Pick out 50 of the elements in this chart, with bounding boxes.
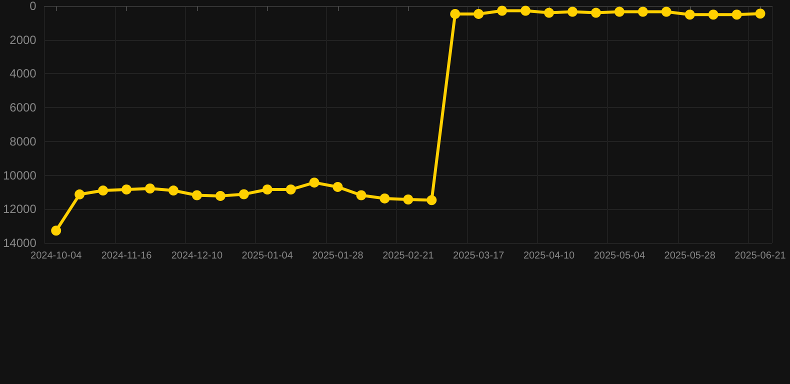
x-tick-label: 2025-01-28 — [312, 250, 364, 262]
y-tick-label: 4000 — [10, 66, 37, 81]
point — [332, 182, 343, 192]
point — [74, 189, 85, 200]
point — [356, 190, 366, 200]
point — [568, 6, 578, 17]
x-tick-label: 2025-03-17 — [453, 250, 505, 262]
x-tick-label: 2025-02-21 — [382, 250, 434, 262]
point — [262, 184, 272, 195]
point — [168, 186, 178, 196]
y-tick-label: 6000 — [10, 100, 37, 115]
point — [708, 10, 718, 20]
y-tick-label: 14000 — [2, 236, 37, 250]
x-tick-label: 2025-04-10 — [523, 250, 576, 262]
x-tick-label: 2025-05-04 — [594, 250, 646, 262]
point — [590, 8, 601, 18]
point — [98, 186, 108, 196]
point — [380, 193, 390, 204]
y-tick-label: 2000 — [10, 32, 37, 47]
x-tick-label: 2024-12-10 — [171, 250, 223, 262]
x-tick-label: 2024-10-04 — [30, 250, 82, 262]
point — [474, 8, 484, 19]
point — [732, 10, 742, 20]
point — [286, 184, 296, 195]
point — [614, 6, 624, 17]
x-tick-label: 2025-01-04 — [242, 250, 294, 262]
point — [426, 195, 437, 206]
point — [661, 6, 672, 17]
y-tick-label: 8000 — [10, 134, 37, 148]
y-tick-label: 0 — [30, 0, 37, 13]
point — [638, 6, 648, 17]
point — [192, 190, 202, 200]
point — [309, 178, 320, 188]
point — [544, 8, 554, 18]
point — [122, 184, 132, 195]
point — [497, 6, 508, 16]
point — [403, 194, 414, 204]
y-tick-label: 12000 — [2, 202, 37, 216]
point — [450, 8, 460, 19]
x-tick-label: 2024-11-16 — [101, 250, 152, 262]
y-tick-label: 10000 — [2, 168, 37, 182]
point — [145, 183, 155, 194]
point — [215, 190, 226, 201]
x-tick-label: 2025-06-21 — [734, 250, 786, 262]
point — [238, 189, 249, 200]
point — [684, 10, 695, 20]
point — [755, 8, 766, 19]
point — [520, 6, 531, 16]
point — [51, 226, 62, 236]
x-tick-label: 2025-05-28 — [664, 250, 716, 262]
